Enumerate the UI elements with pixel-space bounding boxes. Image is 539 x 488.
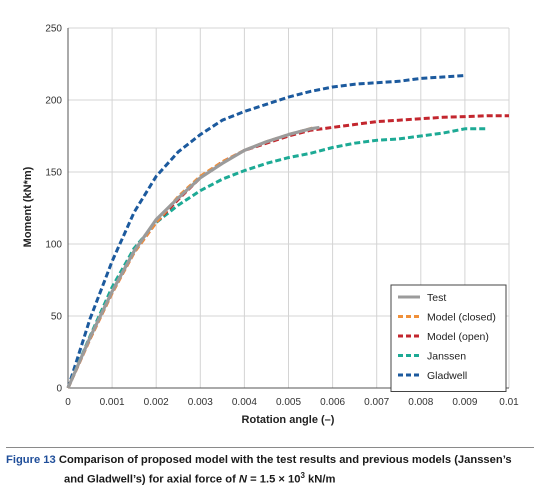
- figure-caption: Figure 13 Comparison of proposed model w…: [6, 447, 534, 488]
- y-tick-label: 200: [45, 96, 62, 107]
- legend-label: Gladwell: [427, 370, 467, 382]
- caption-text-line2: and Gladwell’s) for axial force of: [64, 473, 239, 486]
- series-line-test: [66, 125, 320, 389]
- x-tick-label: 0.007: [364, 397, 389, 408]
- caption-unit: kN/m: [304, 473, 336, 486]
- tick-labels: 0 0.001 0.002 0.003 0.004 0.005 0.006 0.007 0.00…: [45, 24, 519, 409]
- x-tick-label: 0.01: [499, 397, 519, 408]
- legend-label: Model (open): [427, 331, 489, 343]
- chart: 0 0.001 0.002 0.003 0.004 0.005 0.006 0.007 0.00…: [22, 24, 519, 427]
- y-tick-label: 250: [45, 24, 62, 35]
- legend-label: Janssen: [427, 351, 466, 363]
- caption-text-line1: Comparison of proposed model with the te…: [58, 454, 512, 466]
- x-tick-label: 0.003: [188, 397, 213, 408]
- legend: Test Model (closed) Model (open) Janssen Gla…: [390, 284, 507, 392]
- x-tick-label: 0.005: [276, 397, 301, 408]
- caption-variable: N: [238, 473, 247, 486]
- y-tick-label: 150: [45, 168, 62, 179]
- series-line-gladwell: [66, 74, 466, 389]
- x-tick-label: 0.009: [452, 397, 477, 408]
- legend-label: Model (closed): [427, 312, 496, 324]
- y-axis-label: Moment (kN*m): [22, 166, 34, 247]
- caption-exponent: 3: [300, 471, 305, 480]
- series-line-model-closed: [66, 125, 316, 389]
- x-tick-label: 0.002: [144, 397, 169, 408]
- series-line-janssen: [66, 127, 487, 389]
- x-tick-label: 0.004: [232, 397, 257, 408]
- x-tick-label: 0.001: [100, 397, 125, 408]
- legend-label: Test: [427, 292, 446, 304]
- series-lines: [66, 74, 509, 389]
- y-tick-label: 100: [45, 240, 62, 251]
- y-tick-label: 0: [56, 384, 62, 395]
- caption-equation: = 1.5 × 10: [247, 473, 301, 486]
- x-axis-label: Rotation angle (–): [242, 414, 335, 426]
- caption-figure-label: Figure 13: [6, 454, 56, 466]
- y-tick-label: 50: [51, 312, 63, 323]
- x-tick-label: 0.008: [408, 397, 433, 408]
- x-tick-label: 0.006: [320, 397, 345, 408]
- x-tick-label: 0: [65, 397, 71, 408]
